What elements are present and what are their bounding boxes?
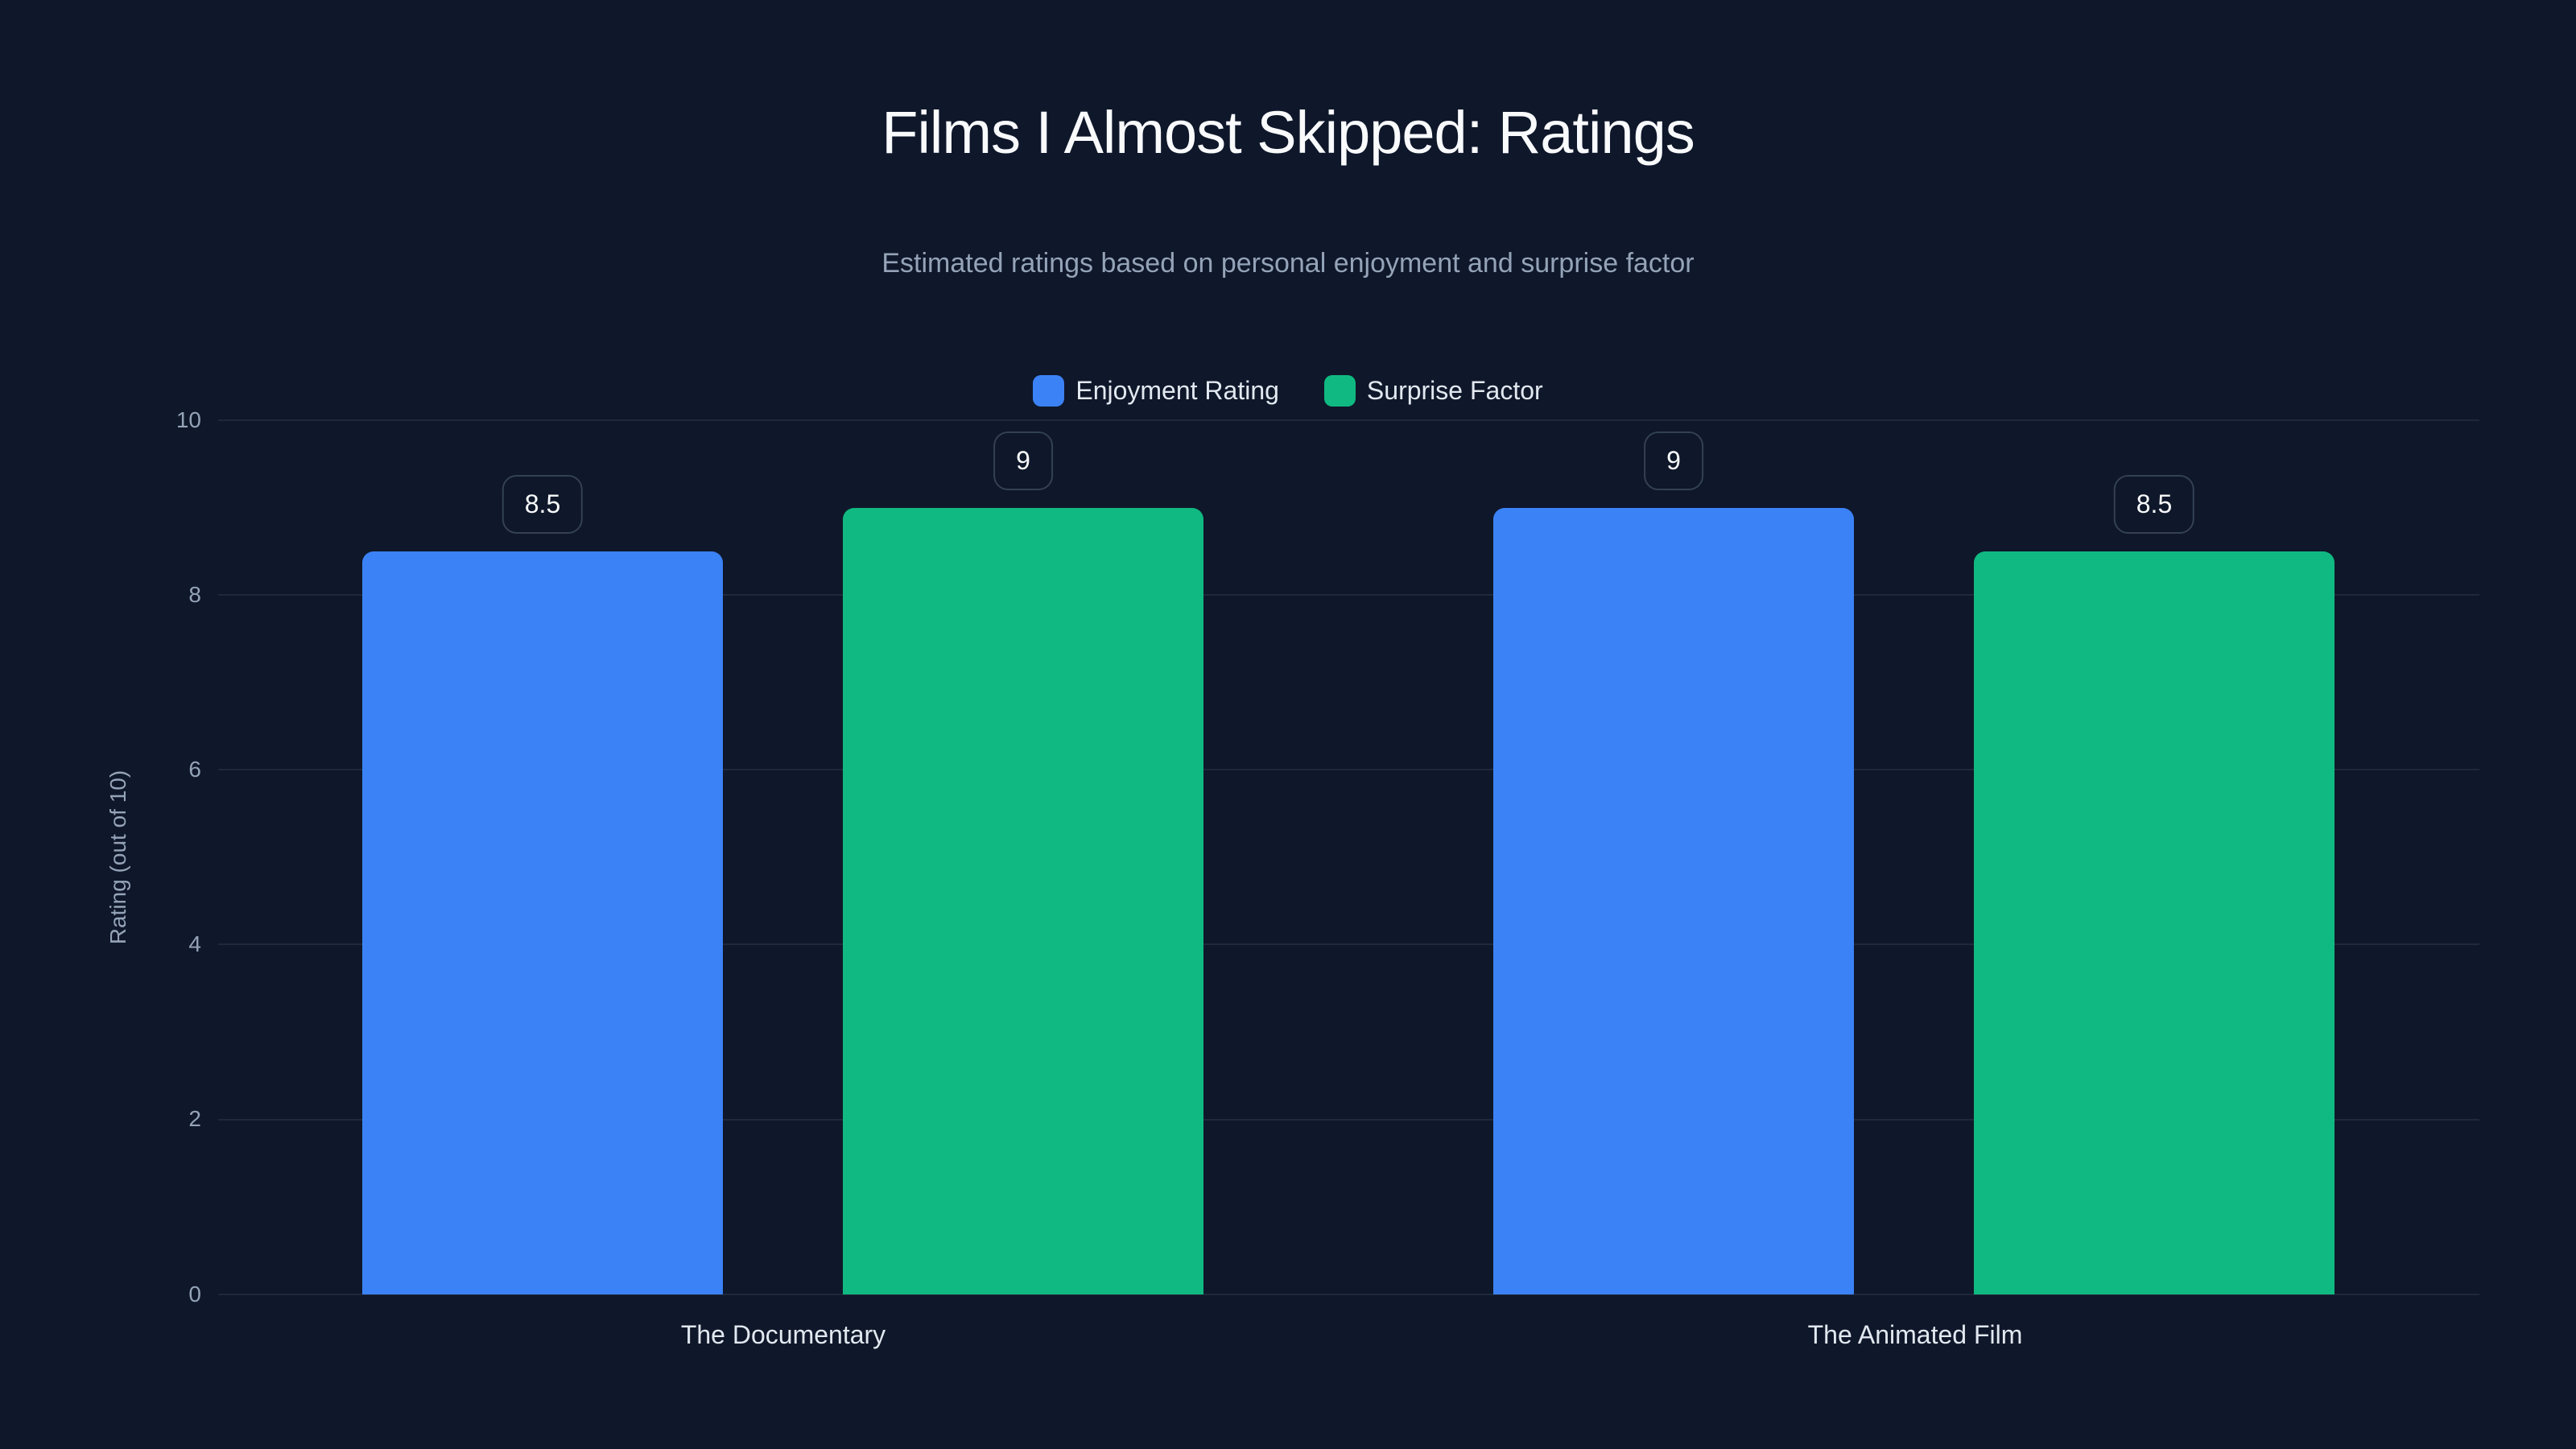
gridline-0 bbox=[218, 1294, 2479, 1295]
value-label-animated-surprise: 8.5 bbox=[2113, 475, 2195, 534]
bar-animated-enjoyment[interactable] bbox=[1493, 508, 1854, 1294]
y-tick-8: 8 bbox=[188, 582, 201, 607]
chart-title: Films I Almost Skipped: Ratings bbox=[881, 99, 1695, 166]
gridline-4 bbox=[218, 943, 2479, 945]
gridline-10 bbox=[218, 419, 2479, 421]
y-tick-2: 2 bbox=[188, 1106, 201, 1131]
bar-documentary-surprise[interactable] bbox=[843, 508, 1203, 1294]
gridline-8 bbox=[218, 594, 2479, 596]
y-tick-6: 6 bbox=[188, 757, 201, 782]
y-axis-label: Rating (out of 10) bbox=[105, 770, 130, 945]
y-tick-0: 0 bbox=[188, 1282, 201, 1307]
bar-animated-surprise[interactable] bbox=[1974, 551, 2334, 1294]
legend-item-surprise[interactable]: Surprise Factor bbox=[1323, 372, 1543, 409]
x-tick-documentary: The Documentary bbox=[680, 1320, 886, 1349]
y-tick-4: 4 bbox=[188, 931, 201, 956]
legend-item-enjoyment[interactable]: Enjoyment Rating bbox=[1033, 372, 1279, 409]
chart-subtitle: Estimated ratings based on personal enjo… bbox=[881, 248, 1695, 279]
x-tick-animated-film: The Animated Film bbox=[1807, 1320, 2023, 1349]
gridline-6 bbox=[218, 769, 2479, 770]
gridline-2 bbox=[218, 1119, 2479, 1121]
bar-documentary-enjoyment[interactable] bbox=[362, 551, 723, 1294]
legend-swatch-surprise-icon bbox=[1323, 374, 1356, 407]
legend-swatch-enjoyment-icon bbox=[1033, 374, 1065, 407]
y-tick-10: 10 bbox=[175, 407, 201, 432]
value-label-documentary-enjoyment: 8.5 bbox=[502, 475, 584, 534]
plot-area: 8.5 9 9 8.5 bbox=[218, 419, 2479, 1295]
legend-label-enjoyment: Enjoyment Rating bbox=[1075, 376, 1279, 405]
value-label-documentary-surprise: 9 bbox=[993, 431, 1053, 490]
legend: Enjoyment Rating Surprise Factor bbox=[0, 372, 2576, 409]
legend-label-surprise: Surprise Factor bbox=[1366, 376, 1543, 405]
value-label-animated-enjoyment: 9 bbox=[1644, 431, 1703, 490]
